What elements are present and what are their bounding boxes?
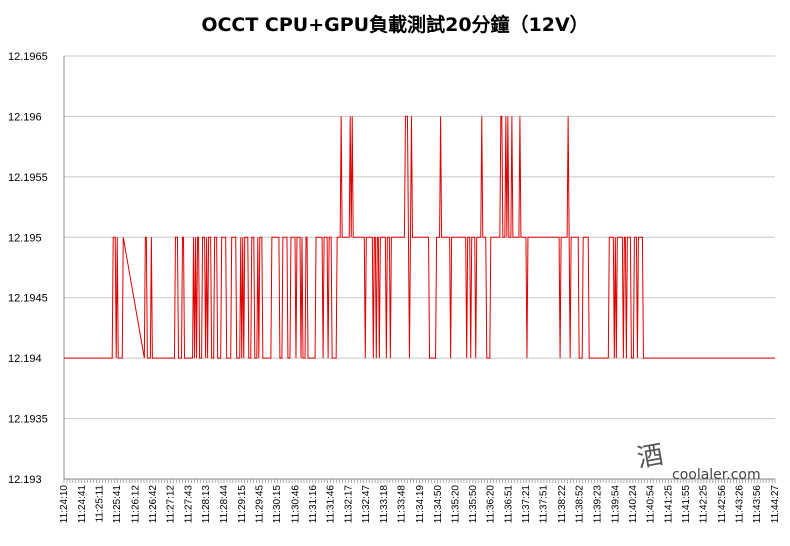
x-tick-label: 11:33:18 <box>379 485 390 524</box>
x-tick-label: 11:30:15 <box>272 485 283 524</box>
y-tick-label: 12.1945 <box>8 293 48 305</box>
y-axis-ticks: 12.1965 12.196 12.1955 12.195 12.1945 12.194 1… <box>8 51 48 486</box>
x-tick-label: 11:37:21 <box>521 485 532 524</box>
x-tick-label: 11:25:41 <box>112 485 123 524</box>
x-tick-label: 11:39:23 <box>592 485 603 524</box>
y-tick-label: 12.195 <box>8 232 42 244</box>
x-tick-label: 11:24:41 <box>77 485 88 524</box>
x-tick-label: 11:36:51 <box>504 485 515 524</box>
x-tick-label: 11:25:11 <box>95 485 106 523</box>
x-tick-label: 11:40:24 <box>628 485 639 524</box>
x-tick-label: 11:43:26 <box>734 485 745 524</box>
series-layer <box>64 115 775 359</box>
x-tick-label: 11:28:13 <box>201 485 212 524</box>
y-tick-label: 12.1955 <box>8 172 48 184</box>
x-tick-label: 11:33:48 <box>397 485 408 524</box>
x-tick-label: 11:38:52 <box>574 485 585 524</box>
x-tick-label: 11:41:25 <box>664 485 675 524</box>
x-tick-label: 11:31:46 <box>325 485 336 524</box>
x-tick-label: 11:27:43 <box>183 485 194 524</box>
x-tick-label: 11:39:54 <box>611 485 622 524</box>
y-tick-label: 12.1965 <box>8 51 48 63</box>
y-tick-label: 12.193 <box>8 474 42 486</box>
x-axis-ticks: 11:24:10 11:24:41 11:25:11 11:25:41 11:26:12… <box>59 479 781 523</box>
x-tick-label: 11:41:55 <box>681 485 692 524</box>
gridlines <box>63 55 775 480</box>
x-tick-label: 11:35:20 <box>450 485 461 524</box>
x-tick-label: 11:30:46 <box>290 485 301 524</box>
watermark: 酒 coolaler.com <box>635 440 761 483</box>
x-tick-label: 11:27:12 <box>165 485 176 524</box>
x-tick-label: 11:35:50 <box>468 485 479 524</box>
x-tick-label: 11:36:20 <box>485 485 496 524</box>
x-tick-label: 11:31:16 <box>308 485 319 524</box>
x-tick-label: 11:29:15 <box>237 485 248 524</box>
x-tick-label: 11:34:50 <box>433 485 444 524</box>
x-tick-label: 11:24:10 <box>59 485 70 524</box>
watermark-glyph: 酒 <box>635 440 666 474</box>
y-tick-label: 12.1935 <box>8 414 48 426</box>
x-tick-label: 11:44:27 <box>770 485 781 524</box>
x-tick-label: 11:40:54 <box>646 485 657 524</box>
x-tick-label: 11:29:45 <box>255 485 266 524</box>
x-tick-label: 11:37:51 <box>539 485 550 524</box>
y-tick-label: 12.194 <box>8 353 42 365</box>
x-tick-label: 11:42:25 <box>699 485 710 524</box>
x-tick-label: 11:43:56 <box>752 485 763 524</box>
x-tick-label: 11:38:22 <box>557 485 568 524</box>
chart-title: OCCT CPU+GPU負載測試20分鐘（12V） <box>201 13 588 36</box>
x-tick-label: 11:26:12 <box>130 485 141 524</box>
x-tick-label: 11:32:17 <box>344 485 355 524</box>
watermark-text: coolaler.com <box>672 467 761 483</box>
x-tick-label: 11:28:44 <box>219 485 230 524</box>
x-tick-label: 11:42:56 <box>717 485 728 524</box>
y-tick-label: 12.196 <box>8 111 42 123</box>
x-tick-label: 11:34:19 <box>415 485 426 524</box>
x-tick-label: 11:26:42 <box>148 485 159 524</box>
series-line-0 <box>64 115 775 359</box>
x-tick-label: 11:32:47 <box>361 485 372 524</box>
